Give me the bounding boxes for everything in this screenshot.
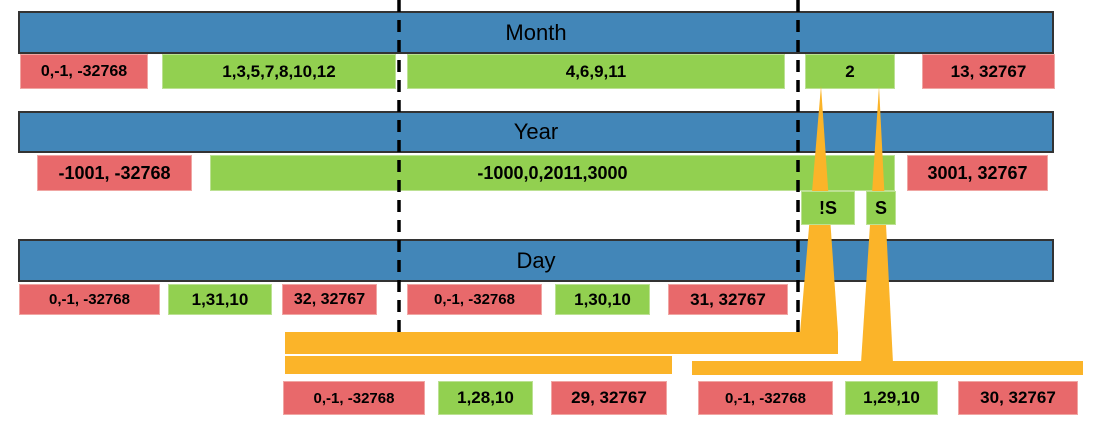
month-bar: Month	[18, 11, 1054, 54]
month-class-invalid-0-label: 0,-1, -32768	[40, 62, 128, 80]
year-class-invalid-0-label: -1001, -32768	[58, 162, 171, 183]
month-class-invalid-4-label: 13, 32767	[950, 61, 1027, 81]
day-class-invalid-0: 0,-1, -32768	[19, 284, 160, 315]
day-class-valid-4: 1,30,10	[555, 284, 650, 315]
month-class-invalid-4: 13, 32767	[922, 54, 1055, 89]
feb-leap-funnel	[692, 361, 1083, 375]
february-class-valid-4-label: 1,29,10	[863, 388, 920, 407]
february-class-invalid-3-label: 0,-1, -32768	[725, 389, 806, 407]
year-class-invalid-0: -1001, -32768	[37, 155, 192, 191]
feb-nonleap-funnel-upper	[285, 332, 838, 354]
year-bar: Year	[18, 111, 1054, 153]
february-class-valid-1-label: 1,28,10	[457, 388, 514, 407]
february-class-invalid-2: 29, 32767	[551, 381, 667, 415]
year-class-valid-1: -1000,0,2011,3000	[210, 155, 895, 191]
year-class-valid-4-label: S	[874, 197, 887, 218]
year-class-invalid-2: 3001, 32767	[907, 155, 1048, 191]
month-class-invalid-0: 0,-1, -32768	[20, 54, 148, 89]
day-bar-label: Day	[516, 247, 556, 273]
day-class-valid-4-label: 1,30,10	[574, 289, 631, 309]
year-class-valid-3: !S	[801, 191, 855, 225]
day-class-invalid-5: 31, 32767	[668, 284, 788, 315]
month-bar-label: Month	[505, 19, 567, 45]
day-class-valid-1-label: 1,31,10	[191, 289, 249, 309]
day-class-valid-1: 1,31,10	[168, 284, 272, 315]
year-class-valid-1-label: -1000,0,2011,3000	[477, 162, 628, 183]
year-class-valid-3-label: !S	[819, 197, 837, 218]
day-class-invalid-0-label: 0,-1, -32768	[49, 291, 130, 308]
month-class-valid-3: 2	[805, 54, 895, 89]
february-class-invalid-2-label: 29, 32767	[571, 388, 647, 407]
day-class-invalid-3-label: 0,-1, -32768	[434, 291, 515, 308]
day-class-invalid-5-label: 31, 32767	[690, 289, 766, 309]
month-class-valid-2-label: 4,6,9,11	[565, 61, 627, 81]
february-class-invalid-5: 30, 32767	[958, 381, 1078, 415]
day-class-invalid-2: 32, 32767	[282, 284, 377, 315]
year-class-invalid-2-label: 3001, 32767	[927, 162, 1028, 183]
february-class-valid-4: 1,29,10	[845, 381, 938, 415]
february-class-invalid-5-label: 30, 32767	[980, 388, 1056, 407]
month-class-valid-2: 4,6,9,11	[407, 54, 785, 89]
month-class-valid-1-label: 1,3,5,7,8,10,12	[222, 61, 336, 81]
month-class-valid-1: 1,3,5,7,8,10,12	[162, 54, 396, 89]
day-class-invalid-3: 0,-1, -32768	[407, 284, 542, 315]
february-class-invalid-0: 0,-1, -32768	[283, 381, 425, 415]
day-bar: Day	[18, 239, 1054, 282]
day-class-invalid-2-label: 32, 32767	[293, 290, 366, 308]
february-class-invalid-0-label: 0,-1, -32768	[313, 389, 395, 407]
month-class-valid-3-label: 2	[845, 61, 855, 81]
year-bar-label: Year	[513, 119, 559, 144]
february-class-valid-1: 1,28,10	[438, 381, 533, 415]
year-class-valid-4: S	[866, 191, 896, 225]
february-class-invalid-3: 0,-1, -32768	[698, 381, 833, 415]
feb-nonleap-funnel-lower	[285, 356, 672, 374]
